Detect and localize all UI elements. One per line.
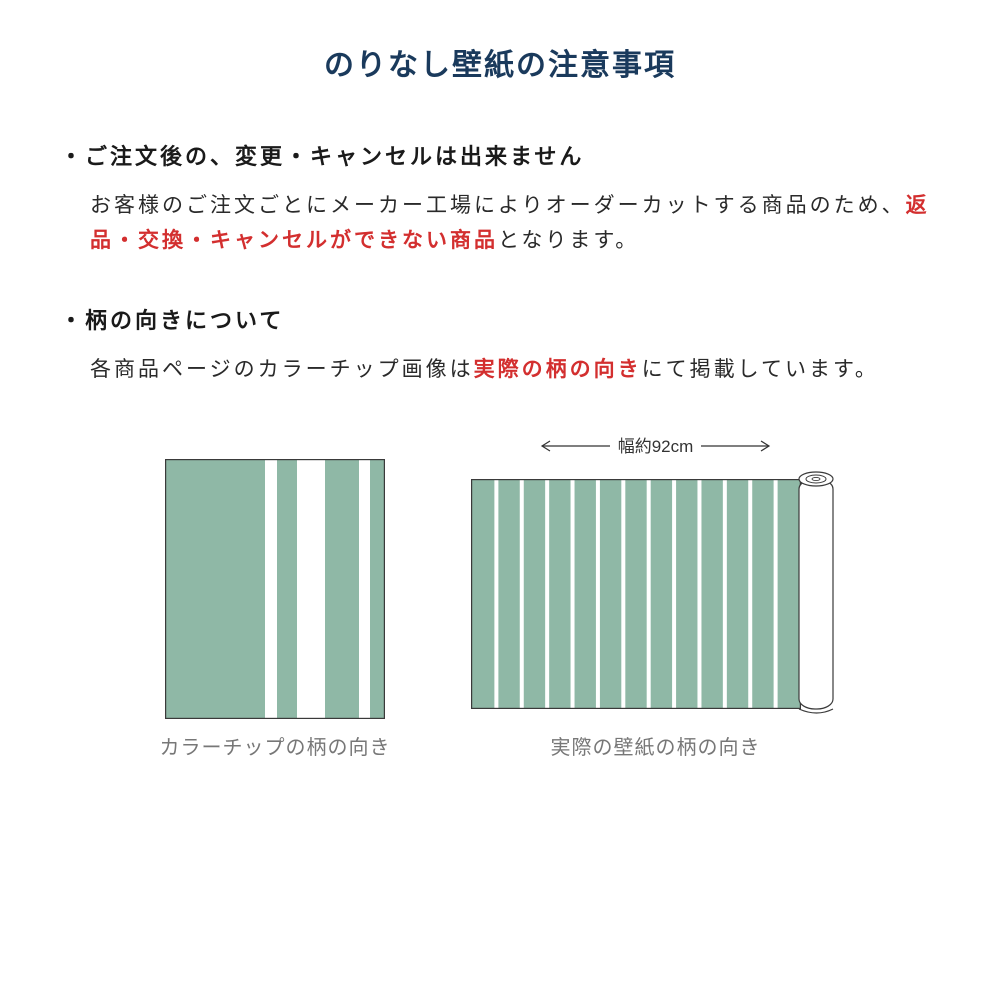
body-highlight: 実際の柄の向き: [474, 358, 642, 381]
diagrams-row: カラーチップの柄の向き 幅約92cm 実際の壁紙の柄の向き: [60, 433, 940, 760]
section-cancel: ・ご注文後の、変更・キャンセルは出来ません お客様のご注文ごとにメーカー工場によ…: [60, 139, 940, 258]
body-post: となります。: [498, 229, 639, 252]
width-label: 幅約92cm: [618, 432, 694, 457]
wallpaper-roll-diagram: [471, 459, 841, 719]
diagram-left-col: カラーチップの柄の向き: [160, 433, 391, 760]
body-pre: 各商品ページのカラーチップ画像は: [90, 358, 474, 381]
section-heading: ・柄の向きについて: [60, 303, 940, 335]
section-heading: ・ご注文後の、変更・キャンセルは出来ません: [60, 139, 940, 171]
section-body: 各商品ページのカラーチップ画像は実際の柄の向きにて掲載しています。: [90, 353, 940, 388]
diagram-caption-left: カラーチップの柄の向き: [160, 731, 391, 760]
section-body: お客様のご注文ごとにメーカー工場によりオーダーカットする商品のため、返品・交換・…: [90, 189, 940, 258]
body-post: にて掲載しています。: [642, 358, 879, 381]
body-pre: お客様のご注文ごとにメーカー工場によりオーダーカットする商品のため、: [90, 194, 906, 217]
section-pattern: ・柄の向きについて 各商品ページのカラーチップ画像は実際の柄の向きにて掲載してい…: [60, 303, 940, 388]
diagram-caption-right: 実際の壁紙の柄の向き: [551, 731, 761, 760]
page-title: のりなし壁紙の注意事項: [60, 40, 940, 84]
color-chip-diagram: [165, 459, 385, 719]
arrow-left-icon: [540, 440, 610, 452]
diagram-right-col: 幅約92cm 実際の壁紙の柄の向き: [471, 433, 841, 760]
arrow-right-icon: [701, 440, 771, 452]
